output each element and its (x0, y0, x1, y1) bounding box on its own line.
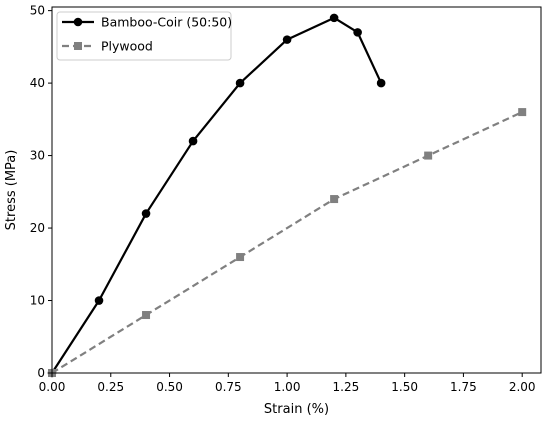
y-tick-label: 30 (30, 149, 45, 163)
x-tick-label: 1.50 (391, 380, 418, 394)
x-tick-label: 0.00 (39, 380, 66, 394)
data-point-plywood (518, 108, 527, 117)
y-tick-label: 0 (37, 366, 45, 380)
data-point-plywood (236, 253, 245, 262)
y-tick-label: 20 (30, 221, 45, 235)
data-point-plywood (142, 311, 151, 320)
y-tick-label: 10 (30, 294, 45, 308)
legend-marker-bamboo-coir (73, 17, 83, 27)
data-point-plywood (424, 151, 433, 160)
series-layer (47, 13, 527, 378)
legend-label-bamboo-coir: Bamboo-Coir (50:50) (101, 15, 232, 30)
y-axis-label: Stress (MPa) (4, 150, 19, 231)
data-point-bamboo-coir (141, 209, 151, 218)
data-point-bamboo-coir (282, 35, 292, 44)
x-tick-label: 1.00 (274, 380, 301, 394)
data-point-bamboo-coir (376, 78, 386, 88)
plot-frame (51, 6, 542, 374)
data-point-plywood (330, 195, 339, 204)
y-tick-label: 40 (30, 76, 45, 90)
legend: Bamboo-Coir (50:50) Plywood (56, 11, 232, 61)
series-line-plywood (51, 111, 523, 374)
x-tick-label: 1.75 (450, 380, 477, 394)
y-tick-label: 50 (30, 4, 45, 18)
x-tick-label: 2.00 (509, 380, 536, 394)
data-point-bamboo-coir (188, 136, 198, 146)
x-tick-label: 1.25 (333, 380, 360, 394)
x-tick-label: 0.75 (215, 380, 242, 394)
x-tick-label: 0.50 (156, 380, 183, 394)
ticks-layer: 0.00 0.25 0.50 0.75 1.00 1.25 1.50 1.75 2.00 0 10 2… (30, 4, 536, 394)
data-point-bamboo-coir (235, 78, 245, 88)
data-point-bamboo-coir (94, 296, 104, 305)
legend-marker-plywood (74, 42, 82, 50)
data-point-bamboo-coir (353, 28, 362, 37)
x-tick-label: 0.25 (97, 380, 124, 394)
legend-label-plywood: Plywood (101, 39, 153, 54)
data-point-bamboo-coir (329, 13, 339, 23)
legend-box (56, 11, 232, 61)
x-axis-label: Strain (%) (264, 402, 329, 417)
